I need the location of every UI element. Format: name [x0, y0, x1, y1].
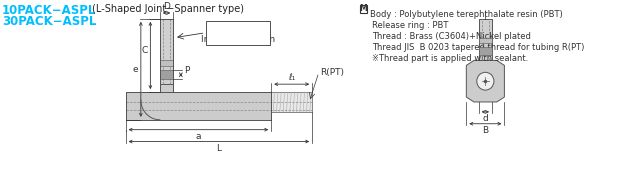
Bar [160, 70, 173, 79]
Bar [160, 84, 173, 120]
Bar [126, 92, 271, 120]
Text: B: B [482, 126, 488, 135]
Text: Tube: Tube [227, 25, 249, 34]
Text: a: a [196, 132, 201, 141]
Polygon shape [466, 60, 505, 102]
Bar [479, 38, 492, 43]
Text: (L-Shaped Joint−Spanner type): (L-Shaped Joint−Spanner type) [92, 4, 244, 14]
Text: Inserted Section: Inserted Section [201, 35, 275, 44]
Text: ※Thread part is applied with sealant.: ※Thread part is applied with sealant. [372, 53, 528, 62]
Text: M: M [360, 5, 367, 14]
Bar [160, 60, 173, 66]
Text: R(PT): R(PT) [320, 68, 344, 77]
Text: Thread JIS  B 0203 tapered thread for tubing R(PT): Thread JIS B 0203 tapered thread for tub… [372, 43, 585, 52]
Text: C: C [141, 46, 148, 55]
Bar [205, 21, 270, 45]
Text: d: d [483, 114, 488, 123]
Bar [271, 92, 312, 112]
Text: 30PACK−ASPL: 30PACK−ASPL [2, 15, 96, 28]
Text: P: P [183, 66, 189, 75]
Bar [479, 47, 492, 55]
Text: e: e [132, 65, 138, 74]
Text: D: D [163, 2, 170, 11]
Bar [160, 19, 173, 84]
Text: Body : Polybutylene terephthalate resin (PBT): Body : Polybutylene terephthalate resin … [370, 10, 563, 19]
Text: Thread : Brass (C3604)+Nickel plated: Thread : Brass (C3604)+Nickel plated [372, 32, 531, 41]
Text: ℓ₁: ℓ₁ [288, 73, 295, 82]
Text: 10PACK−ASPL: 10PACK−ASPL [2, 4, 96, 17]
Bar [360, 5, 367, 13]
Text: L: L [217, 143, 222, 153]
Circle shape [477, 72, 494, 90]
Text: Release ring : PBT: Release ring : PBT [372, 21, 448, 30]
Bar [479, 19, 492, 60]
